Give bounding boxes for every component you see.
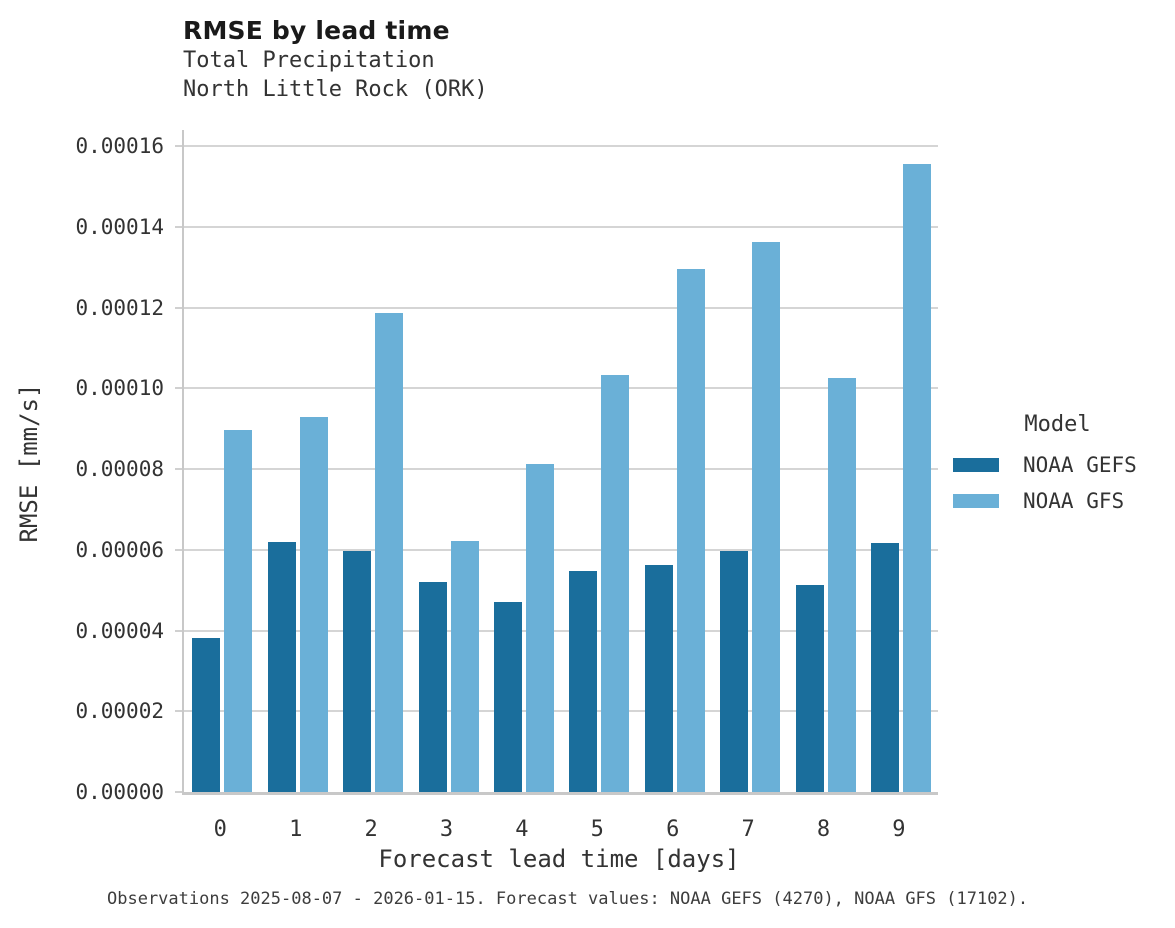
bar-gfs-day-3 [450, 541, 479, 792]
x-tick-label: 6 [666, 817, 680, 842]
legend-label-gefs: NOAA GEFS [1023, 453, 1137, 477]
chart-subtitle-station: North Little Rock (ORK) [183, 77, 488, 102]
bar-gfs-day-4 [525, 464, 554, 792]
bar-gefs-day-2 [343, 551, 372, 792]
legend-item-noaa-gfs: NOAA GFS [945, 489, 1170, 513]
chart-subtitle-variable: Total Precipitation [183, 48, 435, 73]
legend: Model NOAA GEFS NOAA GFS [945, 412, 1170, 525]
bar-gfs-day-8 [827, 377, 856, 792]
x-tick-label: 1 [289, 817, 303, 842]
y-tick-mark [175, 548, 182, 551]
x-tick-label: 8 [816, 817, 831, 842]
y-tick-label: 0.00006 [75, 537, 164, 562]
x-tick-label: 2 [364, 817, 378, 842]
gefs-swatch-icon [953, 458, 999, 472]
gridline [184, 145, 938, 148]
chart-title: RMSE by lead time [183, 16, 450, 45]
x-axis-label: Forecast lead time [days] [378, 845, 740, 873]
bar-gfs-day-6 [676, 268, 705, 792]
bar-gefs-day-1 [267, 541, 296, 792]
bar-gefs-day-6 [644, 565, 673, 792]
gridline [184, 548, 938, 551]
y-tick-mark [175, 629, 182, 632]
title-block: RMSE by lead time Total Precipitation No… [183, 16, 488, 104]
legend-item-noaa-gefs: NOAA GEFS [945, 453, 1170, 477]
bar-gfs-day-0 [224, 429, 253, 792]
y-tick-label: 0.00002 [75, 699, 164, 724]
y-tick-label: 0.00016 [75, 134, 164, 159]
gridline [184, 710, 938, 713]
y-tick-label: 0.00014 [75, 214, 164, 239]
bar-gefs-day-5 [569, 570, 598, 792]
y-tick-label: 0.00008 [75, 457, 164, 482]
y-tick-mark [175, 306, 182, 309]
y-tick-mark [175, 145, 182, 148]
y-tick-mark [175, 791, 182, 793]
x-tick-label: 7 [741, 817, 755, 842]
bar-gfs-day-5 [601, 375, 630, 792]
legend-label-gfs: NOAA GFS [1023, 489, 1125, 513]
gridline [184, 306, 938, 309]
gridline [184, 387, 938, 390]
bar-gefs-day-4 [493, 601, 522, 792]
y-tick-mark [175, 225, 182, 228]
x-tick-label: 3 [439, 817, 454, 842]
gridline [184, 225, 938, 228]
x-tick-label: 9 [892, 817, 906, 842]
y-tick-mark [175, 468, 182, 471]
footer-caption: Observations 2025-08-07 - 2026-01-15. Fo… [107, 889, 1029, 909]
bar-gfs-day-9 [902, 163, 931, 792]
bar-gefs-day-8 [795, 584, 824, 792]
gridline [184, 468, 938, 471]
bar-gfs-day-7 [752, 241, 781, 792]
y-tick-label: 0.00010 [75, 376, 164, 401]
x-tick-label: 0 [213, 817, 227, 842]
x-tick-label: 4 [515, 817, 529, 842]
legend-title: Model [1024, 412, 1091, 437]
bar-gfs-day-1 [299, 417, 328, 792]
y-tick-mark [175, 710, 182, 713]
gridline [184, 629, 938, 632]
bar-gefs-day-3 [418, 581, 447, 792]
bar-gefs-day-0 [192, 637, 221, 792]
bar-gfs-day-2 [375, 312, 404, 792]
bar-gefs-day-7 [720, 551, 749, 792]
y-axis-label: RMSE [mm/s] [15, 383, 43, 543]
gfs-swatch-icon [953, 494, 999, 508]
y-tick-mark [175, 387, 182, 390]
y-tick-label: 0.00000 [75, 780, 164, 804]
bar-gefs-day-9 [870, 543, 899, 792]
plot-area [175, 130, 938, 795]
x-tick-label: 5 [590, 817, 604, 842]
y-tick-label: 0.00004 [75, 618, 164, 643]
y-tick-label: 0.00012 [75, 295, 164, 320]
